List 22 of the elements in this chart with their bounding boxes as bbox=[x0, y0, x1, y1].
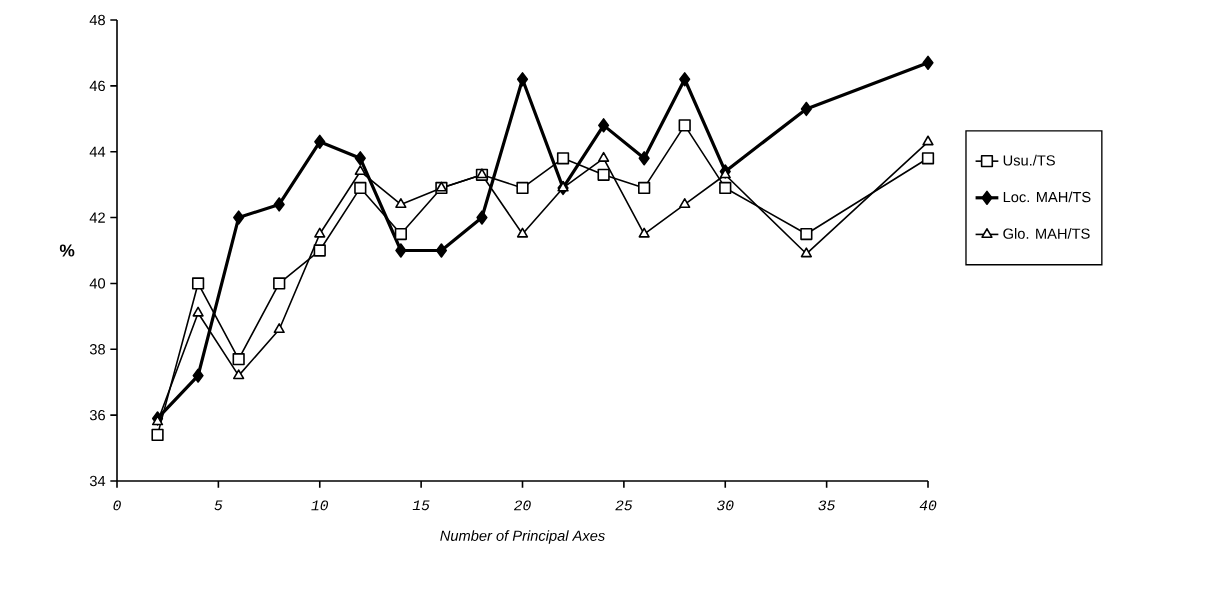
x-tick-label: 25 bbox=[615, 500, 633, 511]
x-tick-label: 20 bbox=[513, 500, 531, 511]
y-tick-label: 42 bbox=[89, 212, 105, 223]
y-tick-label: 48 bbox=[89, 14, 105, 26]
y-tick-label: 44 bbox=[89, 146, 106, 157]
legend-label: Usu./TS bbox=[1003, 154, 1055, 166]
x-tick-label: 0 bbox=[113, 500, 121, 511]
y-axis-title: % bbox=[59, 244, 75, 257]
x-tick-label: 40 bbox=[919, 500, 937, 511]
x-tick-label: 5 bbox=[214, 500, 223, 511]
x-tick-label: 15 bbox=[412, 500, 430, 511]
y-tick-label: 34 bbox=[89, 475, 106, 487]
y-tick-label: 38 bbox=[89, 344, 105, 355]
x-tick-label: 10 bbox=[311, 500, 329, 511]
legend-label: Loc. MAH/TS bbox=[1003, 191, 1091, 203]
legend-label: Glo. MAH/TS bbox=[1003, 228, 1090, 239]
x-axis-title: Number of Principal Axes bbox=[440, 530, 605, 544]
y-tick-label: 40 bbox=[89, 278, 106, 289]
y-tick-label: 36 bbox=[89, 409, 105, 421]
x-tick-label: 30 bbox=[717, 500, 734, 511]
x-tick-label: 35 bbox=[818, 500, 836, 511]
y-tick-label: 46 bbox=[89, 80, 105, 92]
